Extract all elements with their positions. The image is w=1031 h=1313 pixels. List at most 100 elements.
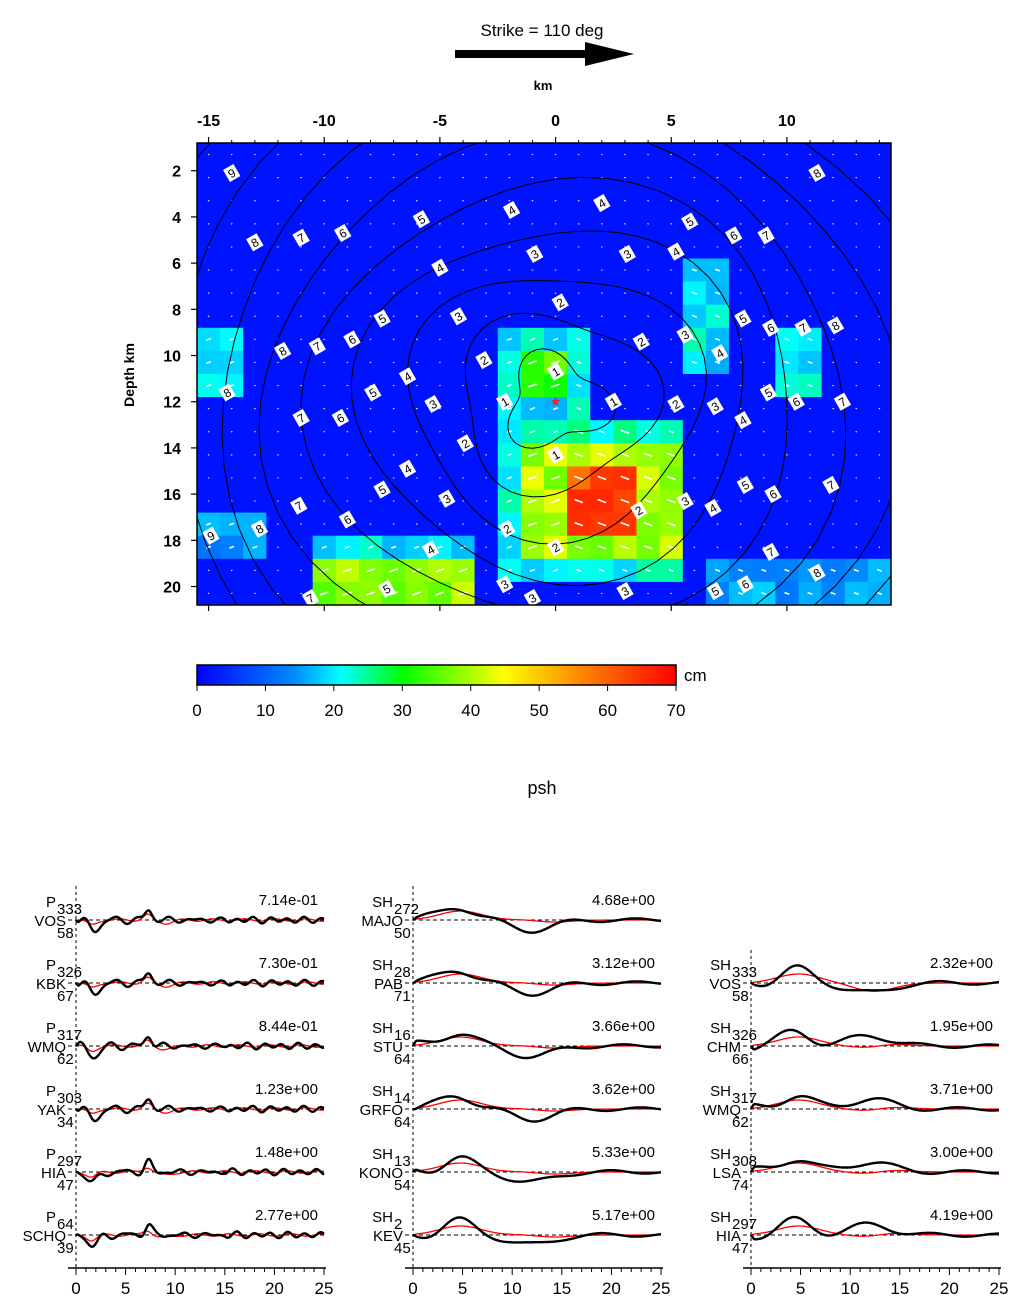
contour-label: 3 — [438, 489, 456, 508]
time-tick-label: 5 — [458, 1279, 467, 1298]
slip-vector — [620, 498, 630, 504]
slip-vector — [323, 200, 326, 202]
x-tick-label: 0 — [551, 113, 560, 130]
slip-vector — [415, 454, 418, 456]
slip-vector — [207, 223, 210, 225]
y-tick-label: 6 — [172, 256, 181, 273]
slip-vector — [415, 269, 418, 271]
slip-vector — [574, 475, 584, 481]
slip-vector — [415, 315, 418, 317]
slip-vector — [323, 223, 326, 225]
slip-vector — [277, 454, 279, 456]
y-tick-label: 14 — [163, 441, 181, 458]
slip-vector — [529, 407, 536, 411]
slip-vector — [369, 315, 372, 317]
slip-vector — [277, 361, 279, 364]
slip-vector — [716, 454, 719, 456]
slip-vector — [597, 475, 607, 481]
azimuth-label: 28 — [394, 964, 411, 981]
observed-trace — [411, 1033, 661, 1060]
contour-label: 4 — [711, 344, 729, 363]
slip-vector — [600, 292, 603, 294]
slip-vector — [439, 200, 441, 202]
azimuth-label: 14 — [394, 1090, 411, 1107]
time-tick-label: 20 — [602, 1279, 621, 1298]
slip-vector — [346, 246, 349, 248]
slip-vector — [230, 477, 233, 479]
slip-vector — [853, 568, 859, 572]
slip-vector — [597, 452, 607, 458]
slip-vector — [527, 383, 537, 388]
slip-vector — [574, 452, 584, 458]
slip-vector — [762, 454, 765, 456]
slip-vector — [253, 361, 256, 364]
component-label: SH — [710, 1146, 731, 1163]
slip-vector — [506, 407, 512, 411]
slip-vector — [647, 384, 649, 387]
slip-vector — [439, 431, 441, 433]
y-axis-label: Depth km — [121, 343, 137, 407]
station-name: CHM — [707, 1039, 741, 1056]
slip-vector — [878, 477, 881, 479]
slip-vector — [485, 292, 488, 294]
slip-vector — [552, 568, 559, 572]
slip-vector — [809, 153, 811, 156]
slip-vector — [600, 246, 603, 248]
time-tick-label: 25 — [990, 1279, 1009, 1298]
slip-vector — [392, 153, 395, 156]
slip-vector — [693, 477, 696, 479]
slip-vector — [300, 315, 302, 317]
contour-label: 8 — [826, 316, 845, 335]
slip-vector — [485, 454, 488, 456]
slip-vector — [529, 337, 536, 341]
colorbar-tick-label: 70 — [667, 701, 686, 720]
slip-vector — [809, 546, 811, 548]
slip-vector — [485, 153, 488, 156]
time-tick-label: 0 — [746, 1279, 755, 1298]
amplitude-label: 3.66e+00 — [592, 1018, 655, 1035]
slip-vector — [832, 523, 835, 525]
slip-vector — [670, 153, 673, 156]
amplitude-label: 8.44e-01 — [259, 1018, 318, 1035]
azimuth-label: 64 — [57, 1216, 74, 1233]
slip-vector — [321, 545, 327, 549]
slip-vector — [762, 546, 765, 548]
azimuth-label: 326 — [732, 1027, 757, 1044]
time-tick-label: 10 — [841, 1279, 860, 1298]
slip-vector — [205, 360, 212, 365]
time-tick-label: 5 — [796, 1279, 805, 1298]
slip-vector — [346, 292, 349, 294]
contour-label: 6 — [736, 575, 754, 594]
slip-vector — [323, 500, 326, 502]
slip-vector — [253, 477, 256, 479]
contour-label: 2 — [667, 394, 685, 414]
slip-vector — [643, 521, 653, 527]
contour-label: 6 — [787, 392, 805, 411]
slip-vector — [462, 223, 464, 225]
slip-vector — [508, 269, 511, 271]
slip-vector — [809, 176, 811, 179]
slip-vector — [739, 200, 742, 202]
contour-label: 1 — [546, 445, 565, 464]
slip-vector — [786, 153, 788, 156]
slip-vector — [439, 454, 441, 456]
distance-label: 67 — [57, 988, 74, 1005]
slip-vector — [253, 269, 256, 271]
slip-vector — [229, 337, 235, 341]
distance-label: 39 — [57, 1240, 74, 1257]
slip-vector — [624, 338, 626, 341]
slip-vector — [878, 200, 881, 202]
slip-vector — [552, 430, 559, 434]
slip-vector — [439, 153, 441, 156]
slip-vector — [508, 592, 511, 595]
slip-vector — [462, 384, 464, 387]
slip-vector — [552, 407, 559, 411]
slip-vector — [670, 592, 673, 595]
contour-label: 5 — [734, 309, 752, 328]
slip-vector — [527, 452, 537, 458]
slip-vector — [762, 315, 765, 317]
slip-vector — [832, 176, 835, 179]
contour-label: 7 — [757, 226, 775, 245]
